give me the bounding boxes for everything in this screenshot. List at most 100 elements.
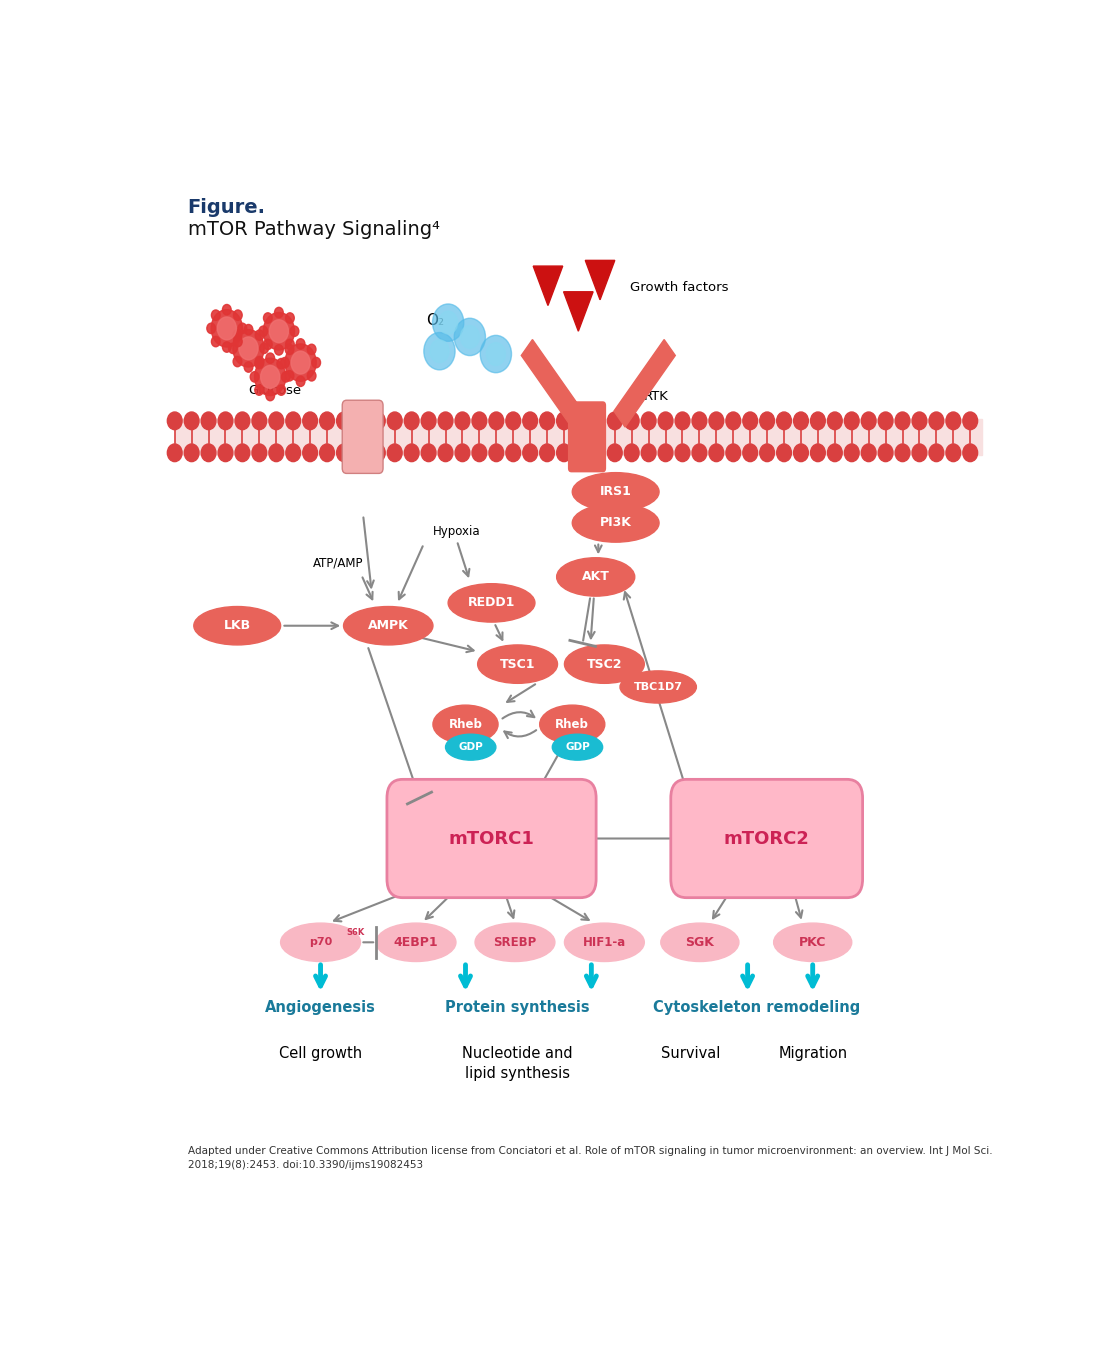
Circle shape	[239, 324, 246, 333]
Circle shape	[421, 443, 436, 461]
Text: REDD1: REDD1	[468, 596, 515, 609]
Circle shape	[928, 412, 944, 430]
Ellipse shape	[552, 735, 603, 760]
Circle shape	[255, 359, 263, 369]
Circle shape	[277, 359, 286, 369]
Circle shape	[659, 412, 673, 430]
Circle shape	[286, 371, 293, 381]
Circle shape	[878, 412, 893, 430]
Circle shape	[743, 443, 757, 461]
FancyBboxPatch shape	[671, 779, 862, 898]
Text: TBC1D7: TBC1D7	[634, 682, 683, 692]
Text: Migration: Migration	[778, 1046, 847, 1061]
Text: Rheb: Rheb	[556, 718, 589, 731]
Circle shape	[337, 443, 352, 461]
Text: Figure.: Figure.	[188, 198, 265, 217]
Text: RTK: RTK	[643, 390, 669, 403]
Ellipse shape	[564, 644, 644, 683]
FancyBboxPatch shape	[386, 779, 596, 898]
Circle shape	[540, 443, 554, 461]
Circle shape	[250, 372, 259, 381]
Circle shape	[404, 412, 419, 430]
Circle shape	[269, 412, 283, 430]
Circle shape	[404, 443, 419, 461]
Circle shape	[261, 365, 280, 388]
Circle shape	[269, 319, 289, 342]
Circle shape	[439, 311, 458, 334]
Text: Cell growth: Cell growth	[279, 1046, 362, 1061]
Circle shape	[263, 340, 272, 349]
Circle shape	[281, 372, 290, 381]
Circle shape	[946, 412, 961, 430]
Circle shape	[423, 333, 455, 369]
Circle shape	[607, 412, 623, 430]
Circle shape	[675, 443, 690, 461]
Text: mTORC1: mTORC1	[449, 829, 534, 848]
Polygon shape	[586, 260, 615, 299]
Circle shape	[252, 443, 267, 461]
Circle shape	[776, 443, 792, 461]
Circle shape	[726, 412, 740, 430]
Circle shape	[912, 443, 927, 461]
Circle shape	[233, 330, 264, 367]
Circle shape	[202, 412, 216, 430]
Circle shape	[743, 412, 757, 430]
Circle shape	[223, 305, 231, 315]
Circle shape	[296, 338, 305, 349]
Circle shape	[286, 313, 295, 324]
Circle shape	[557, 443, 571, 461]
Circle shape	[486, 342, 505, 365]
Circle shape	[878, 443, 893, 461]
Circle shape	[217, 317, 236, 340]
Circle shape	[281, 357, 289, 368]
Circle shape	[291, 352, 310, 373]
Ellipse shape	[557, 558, 635, 596]
Text: 4EBP1: 4EBP1	[394, 936, 438, 949]
Circle shape	[167, 412, 183, 430]
Circle shape	[642, 412, 656, 430]
Polygon shape	[614, 340, 675, 427]
Circle shape	[776, 412, 792, 430]
Circle shape	[912, 412, 927, 430]
Circle shape	[963, 443, 978, 461]
Circle shape	[244, 325, 253, 334]
Text: TSC1: TSC1	[500, 658, 535, 671]
Circle shape	[455, 318, 485, 356]
Text: GDP: GDP	[458, 743, 483, 752]
Text: p70: p70	[309, 937, 333, 948]
Circle shape	[286, 412, 300, 430]
Circle shape	[167, 443, 183, 461]
Circle shape	[259, 326, 268, 337]
Circle shape	[284, 344, 316, 381]
Circle shape	[472, 443, 487, 461]
Circle shape	[354, 443, 368, 461]
Circle shape	[946, 443, 961, 461]
Circle shape	[274, 345, 283, 355]
Ellipse shape	[448, 584, 535, 621]
Text: TSC2: TSC2	[587, 658, 622, 671]
Text: Survival: Survival	[662, 1046, 721, 1061]
Text: Glucose: Glucose	[248, 384, 301, 396]
Circle shape	[861, 443, 876, 461]
Circle shape	[540, 412, 554, 430]
Ellipse shape	[376, 923, 456, 961]
Circle shape	[607, 443, 623, 461]
Circle shape	[233, 310, 242, 321]
Text: Protein synthesis: Protein synthesis	[446, 1000, 590, 1015]
Circle shape	[311, 357, 320, 368]
Circle shape	[460, 325, 479, 348]
Circle shape	[573, 412, 588, 430]
Circle shape	[963, 412, 978, 430]
Text: AMPK: AMPK	[367, 619, 409, 632]
Text: AKT: AKT	[581, 570, 609, 584]
Polygon shape	[533, 266, 562, 306]
Circle shape	[794, 443, 809, 461]
Circle shape	[255, 386, 263, 395]
Circle shape	[895, 412, 909, 430]
Circle shape	[624, 412, 640, 430]
Circle shape	[523, 412, 538, 430]
Circle shape	[489, 443, 504, 461]
Circle shape	[228, 344, 237, 353]
Polygon shape	[563, 291, 594, 332]
Circle shape	[202, 443, 216, 461]
